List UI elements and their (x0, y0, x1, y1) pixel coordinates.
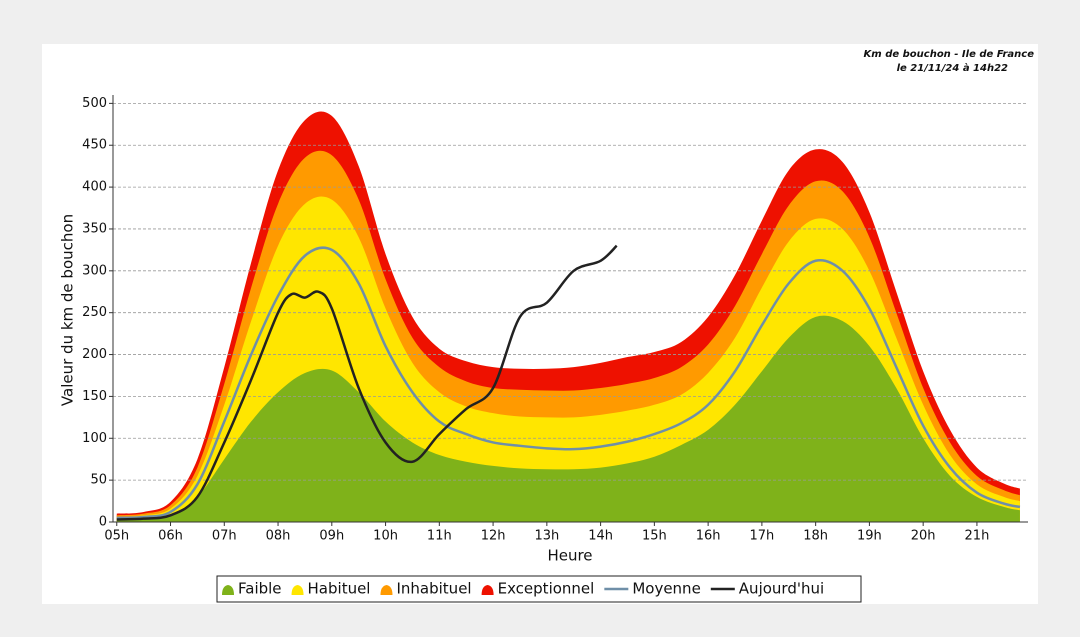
legend-swatch (380, 585, 393, 595)
x-tick-label: 13h (534, 529, 559, 544)
x-tick-label: 11h (427, 529, 452, 544)
x-tick-label: 06h (158, 529, 183, 544)
x-tick-label: 07h (212, 529, 237, 544)
x-tick-label: 21h (965, 529, 990, 544)
x-tick-label: 19h (857, 529, 882, 544)
legend-label: Inhabituel (396, 580, 471, 598)
x-tick-label: 05h (104, 529, 129, 544)
y-tick-label: 100 (82, 431, 107, 446)
x-tick-label: 20h (911, 529, 936, 544)
y-tick-label: 500 (82, 96, 107, 111)
y-tick-label: 350 (82, 221, 107, 236)
legend (216, 575, 862, 603)
x-tick-label: 08h (266, 529, 291, 544)
line (116, 246, 1021, 520)
x-tick-label: 14h (588, 529, 613, 544)
x-tick-label: 17h (749, 529, 774, 544)
lines (116, 244, 1021, 521)
annotation: le 21/11/24 à 14h22 (897, 62, 1008, 74)
y-tick-label: 0 (99, 515, 107, 530)
x-tick-label: 10h (373, 529, 398, 544)
x-tick-label: 15h (642, 529, 667, 544)
legend-label: Habituel (308, 580, 371, 598)
x-tick-label: 18h (803, 529, 828, 544)
areas (116, 111, 1020, 523)
y-tick-label: 450 (82, 138, 107, 153)
line (116, 244, 618, 521)
y-axis-label: Valeur du km de bouchon (59, 214, 77, 406)
legend-label: Exceptionnel (498, 580, 595, 598)
legend-swatch (291, 585, 304, 595)
legend-label: Aujourd'hui (739, 580, 824, 598)
area (116, 315, 1020, 522)
legend-label: Faible (238, 580, 282, 598)
legend-swatch (222, 585, 234, 595)
x-tick-label: 12h (481, 529, 506, 544)
legend-swatch (481, 585, 494, 595)
x-tick-label: 16h (696, 529, 721, 544)
y-tick-label: 200 (82, 347, 107, 362)
y-tick-label: 250 (82, 305, 107, 320)
legend-label: Moyenne (632, 580, 700, 598)
annotation: Km de bouchon - Ile de France (864, 49, 1035, 60)
y-tick-label: 150 (82, 389, 107, 404)
x-axis-label: Heure (547, 547, 592, 565)
y-tick-label: 50 (90, 473, 107, 488)
x-tick-label: 09h (319, 529, 344, 544)
y-tick-label: 400 (82, 180, 107, 195)
y-tick-label: 300 (82, 263, 107, 278)
